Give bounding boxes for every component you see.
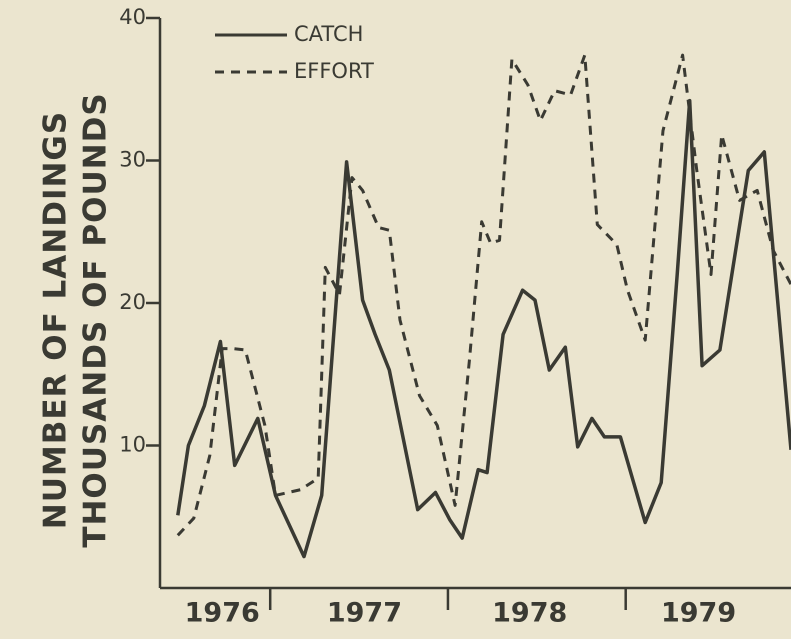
y-tick-label: 20	[119, 290, 146, 314]
x-tick-label: 1976	[185, 598, 260, 629]
y-axis-label: THOUSANDS OF POUNDS	[78, 92, 114, 547]
series-line	[176, 98, 791, 559]
y-axis-label: NUMBER OF LANDINGS	[38, 111, 74, 529]
y-tick-label: 10	[119, 433, 146, 457]
x-tick-label: 1979	[661, 598, 736, 629]
x-tick-label: 1978	[492, 598, 567, 629]
x-tick-label: 1977	[327, 598, 402, 629]
legend-label: CATCH	[294, 22, 363, 46]
legend-label: EFFORT	[294, 59, 374, 83]
y-tick-label: 30	[119, 148, 146, 172]
y-tick-label: 40	[119, 5, 146, 29]
series-line	[176, 53, 791, 537]
